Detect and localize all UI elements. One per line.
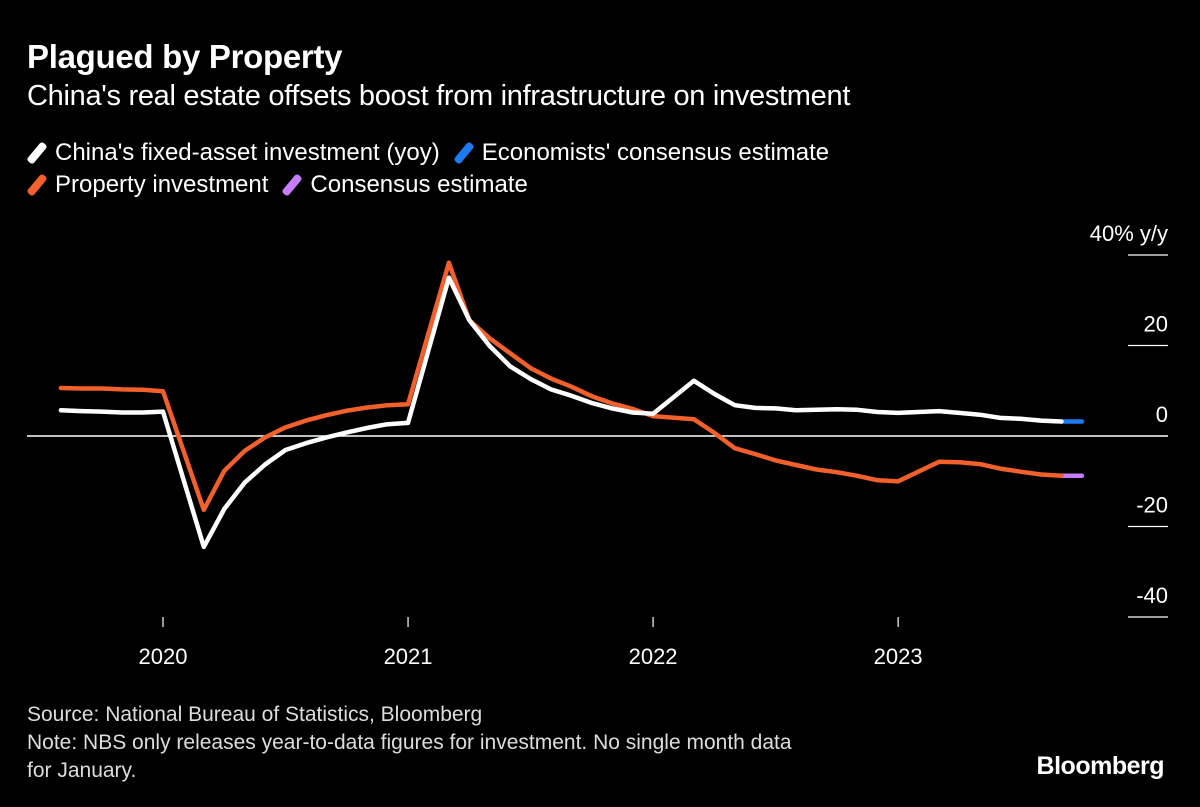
y-tick-label: 20 [1144, 312, 1168, 337]
legend-item-property: Property investment [26, 171, 269, 199]
legend-label-economists-consensus: Economists' consensus estimate [481, 139, 830, 166]
source-note: Source: National Bureau of Statistics, B… [27, 703, 483, 726]
legend-item-economists-consensus: Economists' consensus estimate [452, 139, 830, 167]
footnote-line-1: Note: NBS only releases year-to-data fig… [27, 731, 792, 754]
legend-label-fai: China's fixed-asset investment (yoy) [55, 139, 440, 166]
y-tick-label: 40% y/y [1090, 221, 1168, 246]
series-line-property-investment [58, 260, 1064, 513]
legend-item-fai: China's fixed-asset investment (yoy) [26, 139, 440, 167]
legend-label-consensus: Consensus estimate [310, 171, 528, 198]
chart-subtitle: China's real estate offsets boost from i… [27, 80, 851, 112]
y-tick-label: -40 [1136, 583, 1168, 608]
x-tick-label: 2023 [874, 644, 923, 669]
legend-row-1: China's fixed-asset investment (yoy) Eco… [26, 139, 843, 167]
y-tick-label: -20 [1136, 493, 1168, 518]
legend-item-consensus: Consensus estimate [281, 171, 528, 199]
bloomberg-logo: Bloomberg [1036, 752, 1165, 780]
x-tick-label: 2020 [139, 644, 188, 669]
legend-row-2: Property investment Consensus estimate [26, 171, 542, 199]
footnote-line-2: for January. [27, 759, 137, 782]
x-tick-label: 2022 [629, 644, 678, 669]
series-line-china-s-fixed-asset-investment-yoy [58, 275, 1064, 550]
legend-label-property: Property investment [55, 171, 269, 198]
y-tick-label: 0 [1156, 402, 1168, 427]
x-tick-label: 2021 [384, 644, 433, 669]
chart-title: Plagued by Property [27, 38, 343, 75]
